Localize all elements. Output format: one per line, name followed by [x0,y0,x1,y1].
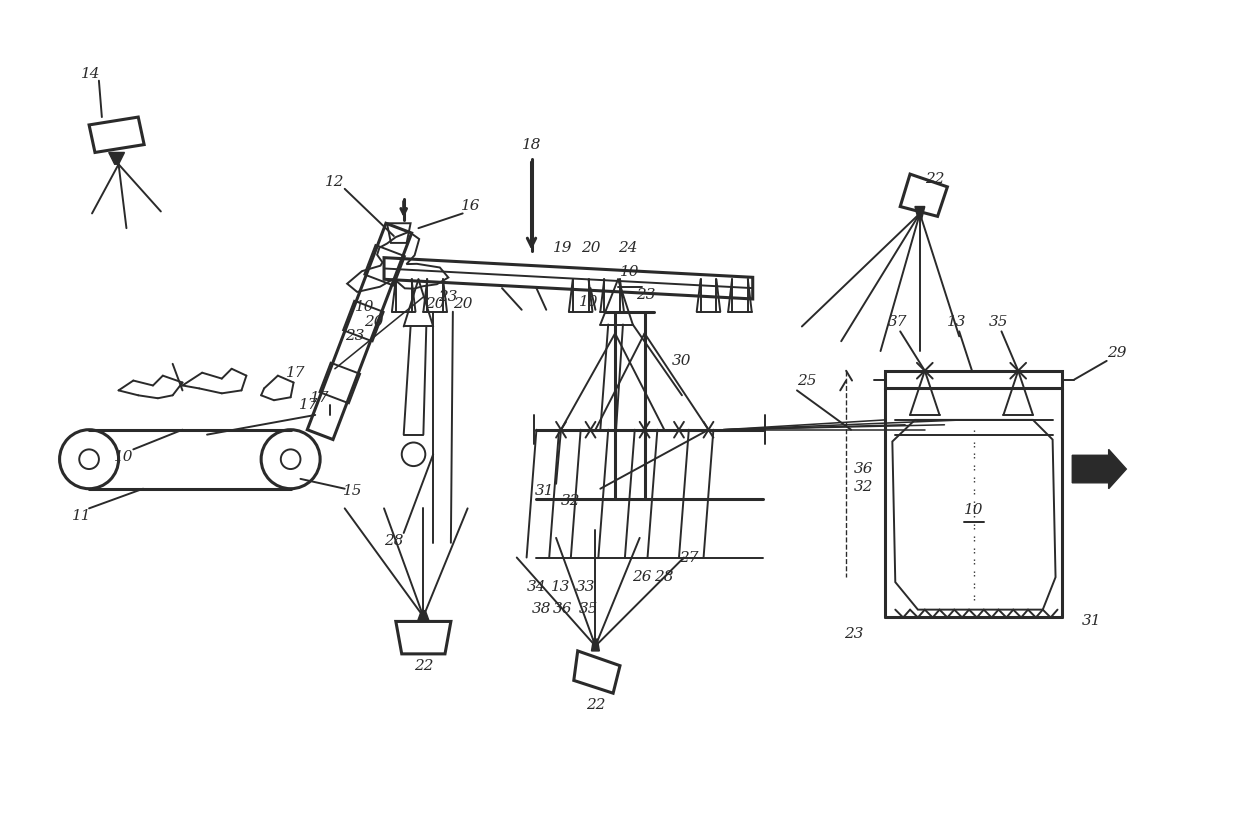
Polygon shape [591,639,599,651]
Text: 22: 22 [925,172,945,186]
Text: 35: 35 [988,315,1008,329]
Text: 11: 11 [72,510,91,523]
Text: 20: 20 [365,315,384,329]
Text: 31: 31 [1083,615,1101,629]
Text: 25: 25 [797,373,817,387]
Text: 10: 10 [114,450,133,464]
Text: 26: 26 [632,570,651,584]
Text: 33: 33 [575,580,595,594]
Text: 19: 19 [553,241,573,255]
Text: 32: 32 [560,493,580,507]
Text: 28: 28 [384,534,403,548]
Text: 15: 15 [342,484,362,498]
Text: 31: 31 [534,484,554,498]
Text: 10: 10 [579,295,598,309]
Text: 20: 20 [580,241,600,255]
Text: 23: 23 [438,290,458,304]
Text: 29: 29 [1107,346,1126,360]
FancyArrow shape [1073,449,1126,489]
Text: 13: 13 [552,580,570,594]
Text: 22: 22 [585,698,605,712]
Text: 17: 17 [299,398,319,412]
Text: 18: 18 [522,138,542,152]
Text: 27: 27 [680,550,698,564]
Text: 36: 36 [553,601,573,615]
Text: 12: 12 [325,175,345,189]
Text: 30: 30 [672,354,692,368]
Text: 17: 17 [285,366,305,380]
Text: 23: 23 [844,627,864,641]
Text: 37: 37 [888,315,906,329]
Text: 23: 23 [345,330,365,344]
Text: 22: 22 [414,658,433,672]
Text: 13: 13 [946,315,966,329]
Text: 34: 34 [527,580,546,594]
Text: 28: 28 [1073,462,1092,476]
Text: 14: 14 [82,67,100,81]
Text: 10: 10 [355,300,374,314]
Polygon shape [915,206,925,218]
Polygon shape [418,610,429,621]
Text: 38: 38 [532,601,551,615]
Text: 23: 23 [636,288,655,302]
Text: 32: 32 [854,480,873,494]
Text: 17: 17 [310,392,330,406]
Text: 35: 35 [579,601,598,615]
Text: 20: 20 [425,297,445,311]
Text: 20: 20 [453,297,472,311]
Text: 24: 24 [618,241,637,255]
Polygon shape [109,153,124,164]
Text: 28: 28 [655,570,675,584]
Text: 10: 10 [620,265,640,279]
Text: 10: 10 [965,503,983,517]
Text: 36: 36 [854,462,873,476]
Text: 16: 16 [461,198,480,212]
